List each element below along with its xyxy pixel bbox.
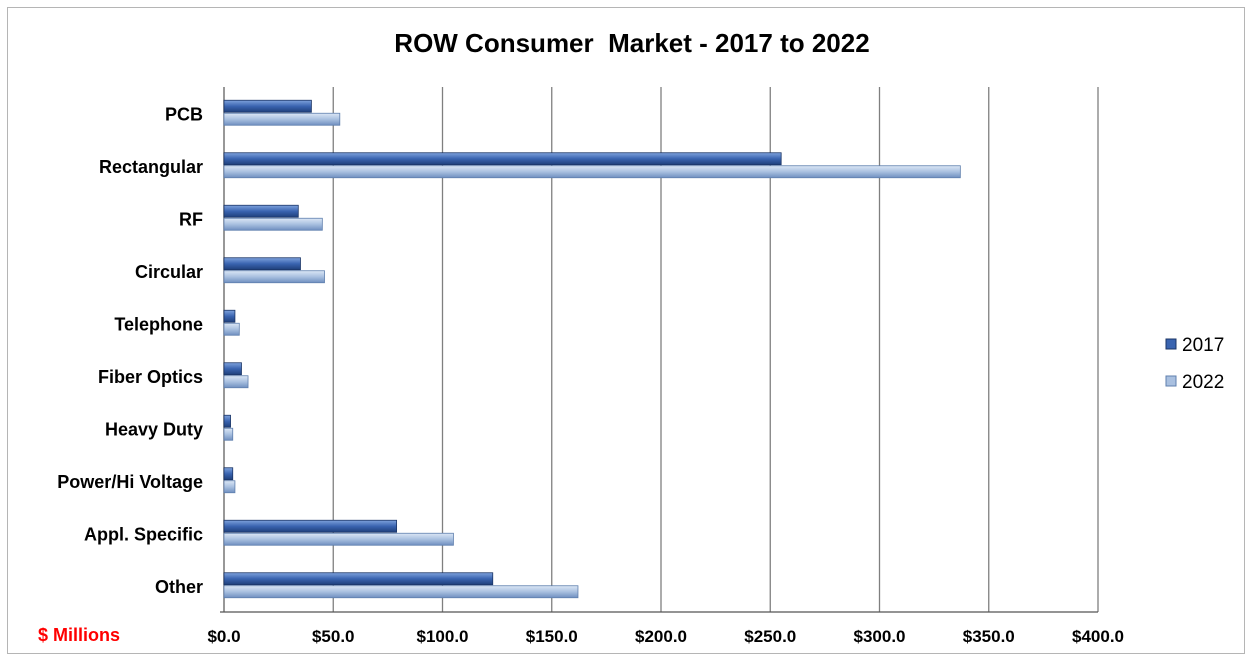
category-label: PCB bbox=[165, 104, 203, 124]
chart-title: ROW Consumer Market - 2017 to 2022 bbox=[394, 28, 869, 58]
x-tick-label: $400.0 bbox=[1072, 627, 1124, 646]
category-labels: PCB Rectangular RF Circular Telephone Fiber O… bbox=[57, 104, 203, 597]
bar-2017 bbox=[223, 414, 231, 428]
legend-label-2022: 2022 bbox=[1182, 372, 1224, 393]
bar-2017 bbox=[223, 204, 299, 218]
chart-frame bbox=[7, 7, 1245, 654]
x-tick-label: $200.0 bbox=[635, 627, 687, 646]
bar-2022 bbox=[223, 112, 341, 126]
bar-2017 bbox=[223, 99, 312, 113]
bar-2017 bbox=[223, 152, 782, 166]
x-tick-label: $100.0 bbox=[417, 627, 469, 646]
bar-2022 bbox=[223, 480, 236, 494]
bar-2022 bbox=[223, 532, 454, 546]
x-tick-label: $300.0 bbox=[854, 627, 906, 646]
x-tick-label: $350.0 bbox=[963, 627, 1015, 646]
bar-2022 bbox=[223, 322, 240, 336]
bar-2017 bbox=[223, 309, 236, 323]
bar-2017 bbox=[223, 572, 494, 586]
bar-2022 bbox=[223, 270, 325, 284]
bar-2022 bbox=[223, 427, 234, 441]
bar-2022 bbox=[223, 217, 323, 231]
unit-label: $ Millions bbox=[38, 625, 120, 645]
category-label: Power/Hi Voltage bbox=[57, 472, 203, 492]
bar-2017 bbox=[223, 257, 301, 271]
legend-swatch-2022 bbox=[1165, 375, 1177, 387]
category-label: Rectangular bbox=[99, 157, 203, 177]
bar-2017 bbox=[223, 519, 398, 533]
category-label: RF bbox=[179, 209, 203, 229]
x-tick-label: $0.0 bbox=[207, 627, 240, 646]
bar-2017 bbox=[223, 362, 242, 376]
x-tick-label: $50.0 bbox=[312, 627, 355, 646]
category-label: Fiber Optics bbox=[98, 367, 203, 387]
bar-2022 bbox=[223, 165, 961, 179]
category-label: Other bbox=[155, 577, 203, 597]
bar-2022 bbox=[223, 375, 249, 389]
bars bbox=[223, 99, 961, 599]
legend: 2017 2022 bbox=[1165, 335, 1224, 393]
bar-2017 bbox=[223, 467, 234, 481]
category-label: Appl. Specific bbox=[84, 524, 203, 544]
category-label: Circular bbox=[135, 262, 203, 282]
bar-2022 bbox=[223, 585, 579, 599]
category-label: Telephone bbox=[114, 314, 203, 334]
legend-swatch-2017 bbox=[1165, 338, 1177, 350]
x-tick-label: $150.0 bbox=[526, 627, 578, 646]
category-label: Heavy Duty bbox=[105, 419, 203, 439]
legend-label-2017: 2017 bbox=[1182, 335, 1224, 356]
x-tick-label: $250.0 bbox=[744, 627, 796, 646]
x-tick-labels: $0.0 $50.0 $100.0 $150.0 $200.0 $250.0 $300.0 $… bbox=[207, 627, 1124, 646]
